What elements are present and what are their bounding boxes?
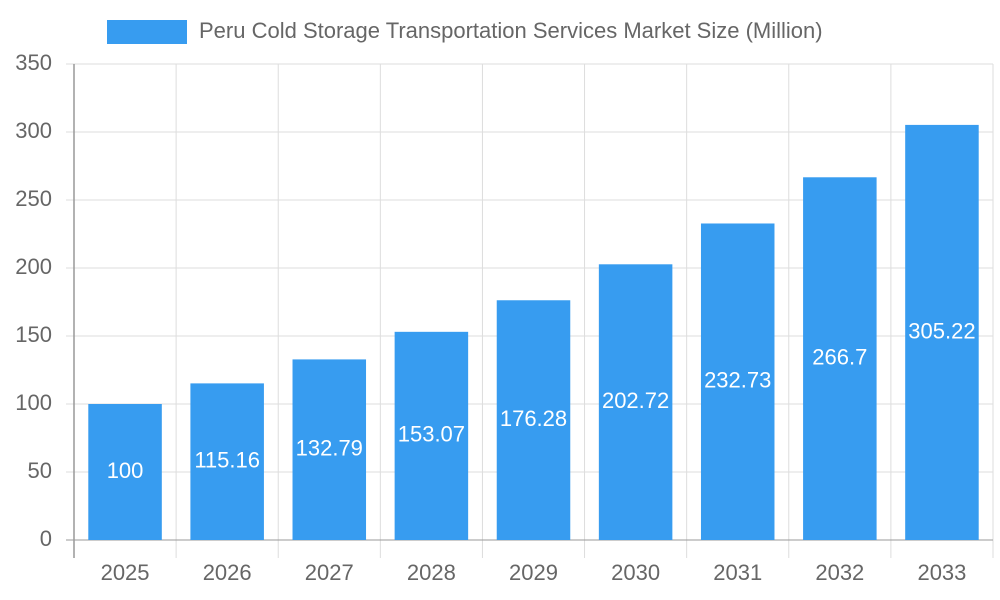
bar bbox=[598, 264, 673, 540]
bar bbox=[292, 359, 367, 540]
x-tick-label: 2033 bbox=[917, 560, 966, 585]
y-tick-label: 0 bbox=[40, 526, 52, 551]
x-tick-label: 2029 bbox=[509, 560, 558, 585]
value-label: 202.72 bbox=[602, 388, 669, 413]
y-tick-label: 150 bbox=[15, 322, 52, 347]
value-label: 305.22 bbox=[908, 318, 975, 343]
bar bbox=[394, 331, 469, 540]
value-label: 266.7 bbox=[812, 344, 867, 369]
value-label: 176.28 bbox=[500, 406, 567, 431]
value-label: 132.79 bbox=[296, 436, 363, 461]
y-tick-label: 350 bbox=[15, 50, 52, 75]
x-tick-label: 2026 bbox=[203, 560, 252, 585]
x-tick-label: 2032 bbox=[815, 560, 864, 585]
y-tick-label: 250 bbox=[15, 186, 52, 211]
bar bbox=[190, 383, 264, 540]
y-tick-label: 50 bbox=[28, 458, 52, 483]
x-tick-label: 2028 bbox=[407, 560, 456, 585]
x-tick-label: 2027 bbox=[305, 560, 354, 585]
x-tick-label: 2030 bbox=[611, 560, 660, 585]
y-tick-label: 200 bbox=[15, 254, 52, 279]
value-label: 100 bbox=[107, 458, 144, 483]
x-tick-label: 2031 bbox=[713, 560, 762, 585]
y-tick-label: 300 bbox=[15, 118, 52, 143]
value-label: 232.73 bbox=[704, 368, 771, 393]
legend-label: Peru Cold Storage Transportation Service… bbox=[199, 18, 823, 43]
y-tick-label: 100 bbox=[15, 390, 52, 415]
x-tick-label: 2025 bbox=[101, 560, 150, 585]
bar bbox=[803, 177, 877, 540]
bar bbox=[700, 223, 775, 541]
bar bbox=[496, 300, 571, 540]
legend-swatch bbox=[107, 20, 187, 44]
bar bbox=[88, 404, 162, 540]
bar bbox=[905, 124, 979, 540]
value-label: 153.07 bbox=[398, 422, 465, 447]
value-label: 115.16 bbox=[194, 448, 260, 473]
